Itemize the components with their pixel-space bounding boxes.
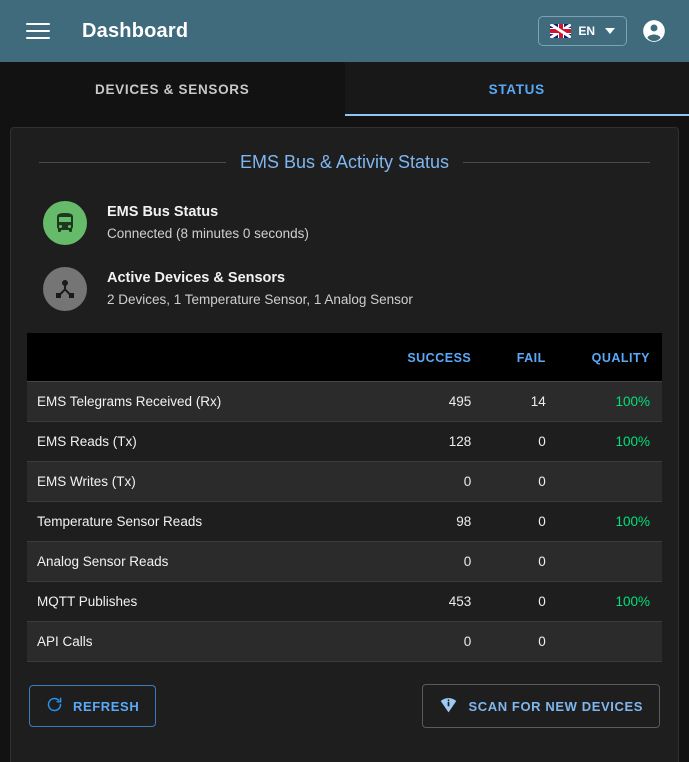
table-row: Temperature Sensor Reads 98 0 100% (27, 501, 662, 542)
row-quality (585, 621, 662, 662)
activity-stats-table: SUCCESS FAIL QUALITY EMS Telegrams Recei… (27, 333, 662, 662)
row-quality: 100% (585, 501, 662, 542)
column-header-fail: FAIL (503, 333, 586, 382)
row-success: 98 (395, 501, 504, 542)
table-row: EMS Writes (Tx) 0 0 (27, 461, 662, 502)
tab-devices-and-sensors[interactable]: DEVICES & SENSORS (95, 81, 250, 97)
card-title-row: EMS Bus & Activity Status (27, 146, 662, 173)
language-code: EN (578, 24, 595, 38)
table-row: MQTT Publishes 453 0 100% (27, 581, 662, 622)
status-item-text: EMS Bus Status Connected (8 minutes 0 se… (107, 203, 309, 243)
row-label: EMS Writes (Tx) (27, 461, 396, 502)
card-title: EMS Bus & Activity Status (239, 152, 450, 172)
table-body: EMS Telegrams Received (Rx) 495 14 100% … (27, 381, 662, 662)
row-fail: 0 (503, 541, 586, 582)
row-fail: 0 (503, 421, 586, 462)
status-summary-list: EMS Bus Status Connected (8 minutes 0 se… (27, 201, 662, 311)
scan-for-new-devices-button[interactable]: SCAN FOR NEW DEVICES (422, 684, 660, 728)
status-card: EMS Bus & Activity Status EMS Bus Status… (10, 127, 679, 762)
table-header-row: SUCCESS FAIL QUALITY (27, 333, 662, 382)
row-quality (585, 461, 662, 502)
divider-left (39, 162, 226, 163)
row-quality: 100% (585, 381, 662, 422)
table-row: EMS Reads (Tx) 128 0 100% (27, 421, 662, 462)
device-information-icon (439, 695, 458, 717)
row-success: 495 (395, 381, 504, 422)
row-success: 0 (395, 541, 504, 582)
header-actions: EN (538, 16, 673, 46)
scan-button-label: SCAN FOR NEW DEVICES (468, 698, 643, 714)
bus-icon (43, 201, 87, 245)
column-header-label (27, 333, 396, 382)
row-fail: 0 (503, 581, 586, 622)
status-item-ems-bus: EMS Bus Status Connected (8 minutes 0 se… (43, 201, 662, 245)
hamburger-menu-icon[interactable] (26, 17, 54, 45)
status-item-detail: Connected (8 minutes 0 seconds) (107, 226, 309, 241)
card-actions: REFRESH SCAN FOR NEW DEVICES (27, 684, 662, 728)
account-circle-icon[interactable] (641, 18, 667, 44)
status-item-title: EMS Bus Status (107, 204, 219, 220)
refresh-button[interactable]: REFRESH (29, 685, 157, 727)
divider-right (463, 162, 651, 163)
row-quality: 100% (585, 581, 662, 622)
language-selector[interactable]: EN (538, 16, 627, 46)
column-header-success: SUCCESS (395, 333, 504, 382)
uk-flag-icon (550, 24, 572, 38)
app-header: Dashboard EN (0, 0, 689, 62)
row-success: 453 (395, 581, 504, 622)
device-hub-icon (43, 267, 87, 311)
tab-status[interactable]: STATUS (344, 62, 689, 116)
row-label: Temperature Sensor Reads (27, 501, 396, 542)
table-row: Analog Sensor Reads 0 0 (27, 541, 662, 582)
refresh-button-label: REFRESH (73, 698, 140, 714)
row-label: API Calls (27, 621, 396, 662)
status-item-title: Active Devices & Sensors (107, 270, 286, 286)
chevron-down-icon (605, 28, 615, 34)
tab-bar: DEVICES & SENSORS STATUS (0, 62, 689, 116)
row-fail: 0 (503, 621, 586, 662)
row-quality: 100% (585, 421, 662, 462)
column-header-quality: QUALITY (585, 333, 662, 382)
row-label: Analog Sensor Reads (27, 541, 396, 582)
table-row: EMS Telegrams Received (Rx) 495 14 100% (27, 381, 662, 422)
row-fail: 14 (503, 381, 586, 422)
row-label: EMS Telegrams Received (Rx) (27, 381, 396, 422)
row-label: MQTT Publishes (27, 581, 396, 622)
row-quality (585, 541, 662, 582)
status-item-active-devices: Active Devices & Sensors 2 Devices, 1 Te… (43, 267, 662, 311)
page-title: Dashboard (82, 19, 189, 42)
row-fail: 0 (503, 501, 586, 542)
status-item-detail: 2 Devices, 1 Temperature Sensor, 1 Analo… (107, 292, 413, 307)
status-item-text: Active Devices & Sensors 2 Devices, 1 Te… (107, 269, 413, 309)
row-fail: 0 (503, 461, 586, 502)
refresh-icon (46, 696, 63, 716)
row-success: 128 (395, 421, 504, 462)
row-success: 0 (395, 461, 504, 502)
table-row: API Calls 0 0 (27, 621, 662, 662)
row-label: EMS Reads (Tx) (27, 421, 396, 462)
row-success: 0 (395, 621, 504, 662)
